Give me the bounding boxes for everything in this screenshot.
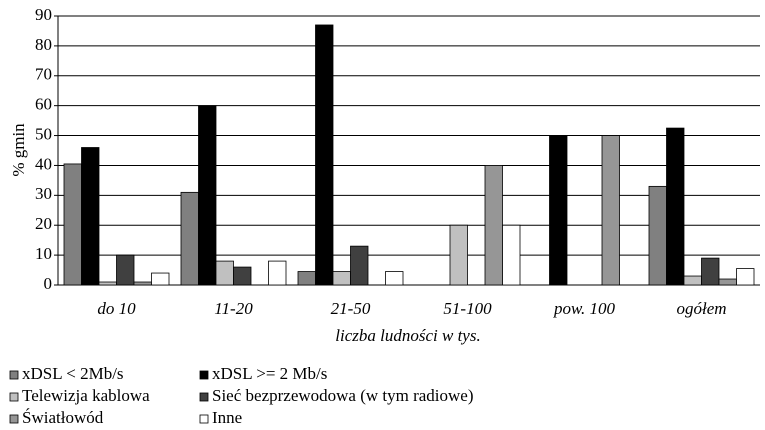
- bar: [385, 271, 404, 286]
- legend-swatch: [199, 414, 209, 424]
- legend-swatch: [199, 392, 209, 402]
- bar: [718, 278, 737, 286]
- bar: [315, 24, 334, 286]
- legend-swatch: [199, 370, 209, 380]
- y-tick-label: 90: [35, 5, 52, 24]
- bar: [701, 257, 720, 286]
- bar: [151, 272, 170, 286]
- legend-label: Światłowód: [22, 408, 104, 427]
- y-tick-label: 50: [35, 124, 52, 143]
- bar: [332, 271, 351, 286]
- y-tick-label: 30: [35, 184, 52, 203]
- legend-label: Inne: [212, 408, 242, 427]
- legend-label: Telewizja kablowa: [22, 386, 150, 405]
- x-tick-label: ogółem: [676, 299, 726, 318]
- bar: [683, 275, 702, 286]
- bar: [549, 135, 568, 286]
- y-tick-label: 70: [35, 65, 52, 84]
- y-tick-label: 0: [44, 274, 53, 293]
- bar: [98, 281, 117, 286]
- bar: [215, 260, 234, 286]
- bar: [268, 260, 287, 286]
- legend-swatch: [9, 392, 19, 402]
- y-tick-label: 10: [35, 244, 52, 263]
- y-tick-label: 60: [35, 95, 52, 114]
- bar: [502, 224, 521, 286]
- legend-label: xDSL >= 2 Mb/s: [212, 364, 327, 383]
- y-axis-label: % gmin: [9, 123, 28, 177]
- x-axis-label: liczba ludności w tys.: [335, 326, 480, 345]
- legend-swatch: [9, 414, 19, 424]
- bar: [449, 224, 468, 286]
- legend-label: Sieć bezprzewodowa (w tym radiowe): [212, 386, 474, 405]
- legend-swatch: [9, 370, 19, 380]
- x-tick-label: pow. 100: [553, 299, 616, 318]
- y-tick-label: 20: [35, 214, 52, 233]
- bar: [233, 266, 252, 286]
- bar: [666, 127, 685, 286]
- bar: [736, 268, 755, 286]
- bar: [63, 163, 82, 286]
- legend-label: xDSL < 2Mb/s: [22, 364, 124, 383]
- y-tick-label: 80: [35, 35, 52, 54]
- bar: [297, 271, 316, 286]
- x-tick-label: 51-100: [443, 299, 492, 318]
- bar: [81, 147, 100, 286]
- bar: [180, 191, 199, 286]
- x-tick-label: 21-50: [331, 299, 371, 318]
- bar: [601, 135, 620, 286]
- bar: [116, 254, 135, 286]
- bar: [350, 245, 369, 286]
- x-tick-label: 11-20: [214, 299, 253, 318]
- y-tick-label: 40: [35, 154, 52, 173]
- bar: [484, 165, 503, 286]
- bar: [648, 185, 667, 286]
- x-tick-label: do 10: [97, 299, 136, 318]
- bar: [198, 105, 217, 286]
- bar: [133, 281, 152, 286]
